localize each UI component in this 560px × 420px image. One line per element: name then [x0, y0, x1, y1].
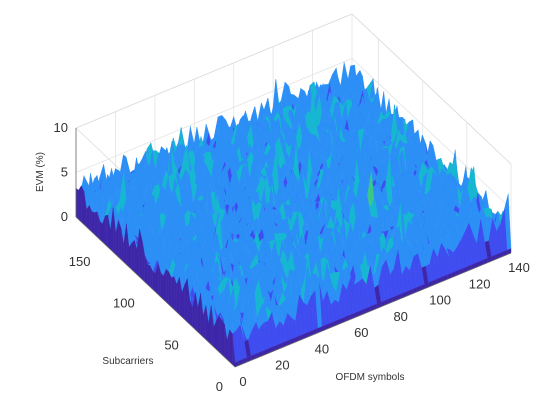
surface-side-patch	[229, 329, 233, 365]
surface-side-patch	[105, 214, 108, 248]
z-tick-label: 5	[61, 165, 68, 180]
x-tick-label: 60	[354, 325, 368, 340]
surface-side-patch	[152, 271, 156, 293]
x-tick-label: 120	[469, 276, 491, 291]
surface-side-patch	[216, 315, 220, 353]
surface-side-patch	[128, 242, 132, 270]
surface-side-patch	[147, 264, 151, 288]
surface-side-patch	[160, 272, 164, 300]
surface-side-patch	[99, 220, 103, 243]
surface-side-patch	[78, 185, 82, 223]
y-axis-label: Subcarriers	[102, 356, 153, 367]
surface-side-patch	[75, 188, 79, 220]
surface-side-patch	[218, 315, 222, 355]
z-tick-label: 10	[54, 120, 68, 135]
x-tick-label: 100	[429, 293, 451, 308]
surface-side-patch	[221, 319, 225, 358]
z-axis-label: EVM (%)	[35, 152, 46, 192]
y-tick-label: 50	[164, 337, 178, 352]
x-tick-label: 0	[239, 374, 246, 389]
surface-side-patch	[171, 276, 175, 310]
z-tick-label: 0	[61, 209, 68, 224]
axes	[75, 128, 512, 368]
x-axis-label: OFDM symbols	[336, 372, 405, 383]
surface-side-patch	[81, 185, 85, 225]
gridline-z-back	[75, 58, 353, 173]
surface-side-patch	[165, 268, 169, 305]
x-tick-label: 20	[275, 358, 289, 373]
x-tick-label: 80	[393, 309, 407, 324]
surface-side-patch	[131, 239, 135, 273]
y-tick-label: 0	[216, 379, 223, 394]
surface-side-patch	[86, 204, 90, 230]
y-tick-label: 100	[113, 296, 135, 311]
surface-side-patch	[168, 271, 172, 308]
surface-side-patch	[91, 211, 95, 235]
tick-labels: 0 20 40 60 80 100 120 140 0 50 100 150 0 5 10	[54, 120, 530, 394]
box-edge	[351, 13, 512, 165]
surface-side-patch	[184, 278, 188, 323]
surface-patches	[75, 62, 512, 368]
y-axis-line	[75, 216, 236, 368]
box-edge	[75, 13, 353, 129]
x-axis-line	[234, 252, 512, 368]
x-tick-label: 40	[315, 341, 329, 356]
x-tick-label: 140	[508, 260, 530, 275]
y-tick-label: 150	[69, 254, 91, 269]
surface-side-patch	[94, 211, 98, 238]
